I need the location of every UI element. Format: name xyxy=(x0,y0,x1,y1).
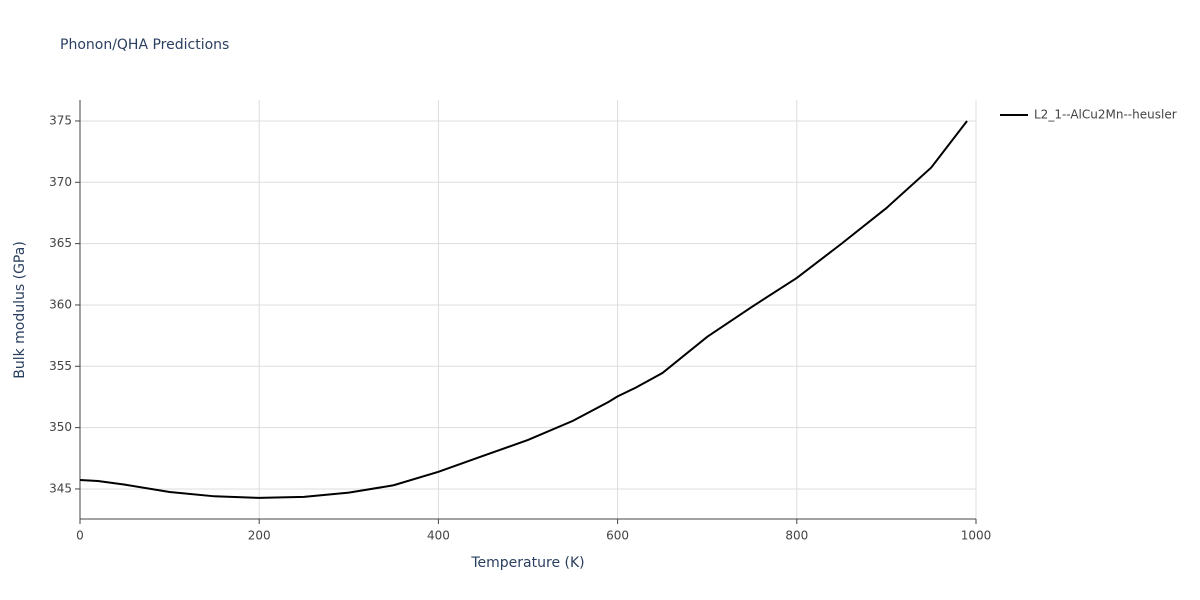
y-tick-label: 355 xyxy=(49,359,72,373)
x-tick-label: 1000 xyxy=(961,529,992,543)
y-tick-label: 375 xyxy=(49,113,72,127)
x-tick-label: 800 xyxy=(785,529,808,543)
y-tick-label: 365 xyxy=(49,236,72,250)
y-tick-label: 350 xyxy=(49,420,72,434)
chart-title: Phonon/QHA Predictions xyxy=(60,37,229,53)
x-tick-label: 0 xyxy=(76,529,84,543)
y-axis-title: Bulk modulus (GPa) xyxy=(12,241,28,379)
line xyxy=(79,120,968,499)
y-tick-label: 370 xyxy=(49,175,72,189)
y-tick-label: 345 xyxy=(49,481,72,495)
x-axis-title: Temperature (K) xyxy=(470,555,584,571)
x-tick-label: 400 xyxy=(427,529,450,543)
y-tick-label: 360 xyxy=(49,297,72,311)
x-tick-label: 600 xyxy=(606,529,629,543)
legend-label: L2_1--AlCu2Mn--heusler xyxy=(1034,108,1177,122)
x-tick-label: 200 xyxy=(248,529,271,543)
